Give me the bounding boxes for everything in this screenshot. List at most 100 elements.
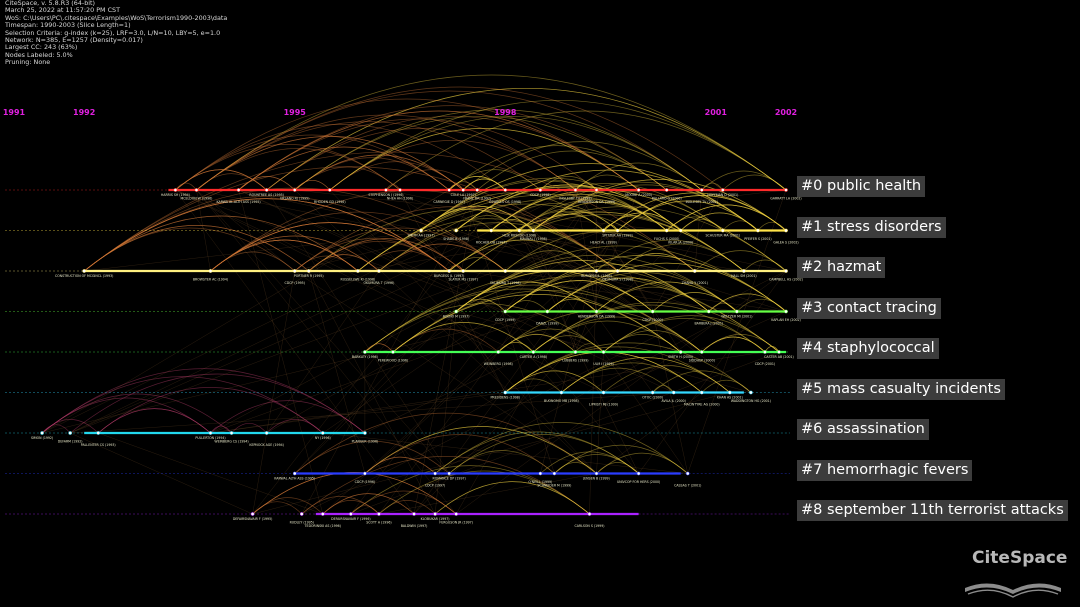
citation-node[interactable] bbox=[96, 431, 101, 435]
citation-node[interactable] bbox=[299, 512, 304, 516]
citation-node[interactable] bbox=[496, 350, 501, 354]
citation-node[interactable] bbox=[306, 269, 311, 273]
citation-node[interactable] bbox=[489, 228, 494, 233]
citation-node[interactable] bbox=[398, 188, 402, 192]
citation-node[interactable] bbox=[720, 228, 725, 233]
citation-node[interactable] bbox=[208, 269, 213, 273]
citation-node[interactable] bbox=[292, 188, 297, 192]
citation-node[interactable] bbox=[699, 390, 704, 395]
citation-node[interactable] bbox=[40, 431, 44, 435]
citation-node[interactable] bbox=[545, 309, 550, 314]
citation-node[interactable] bbox=[264, 431, 269, 435]
citation-node[interactable] bbox=[461, 269, 466, 273]
citation-node[interactable] bbox=[447, 188, 451, 192]
citation-node[interactable] bbox=[292, 269, 297, 273]
citation-node[interactable] bbox=[447, 269, 451, 273]
citation-node[interactable] bbox=[650, 309, 655, 314]
citation-node[interactable] bbox=[363, 431, 367, 435]
citation-node[interactable] bbox=[777, 350, 781, 354]
citation-node[interactable] bbox=[447, 471, 451, 476]
citation-node[interactable] bbox=[650, 390, 655, 395]
citation-node[interactable] bbox=[194, 188, 199, 192]
citation-node[interactable] bbox=[742, 269, 746, 273]
citation-node[interactable] bbox=[236, 188, 241, 192]
citation-node[interactable] bbox=[538, 471, 543, 476]
cluster-label[interactable]: #8 september 11th terrorist attacks bbox=[797, 500, 1068, 521]
citation-node[interactable] bbox=[594, 471, 599, 476]
citation-node[interactable] bbox=[363, 471, 367, 476]
citation-node[interactable] bbox=[615, 269, 620, 273]
cluster-label[interactable]: #5 mass casualty incidents bbox=[797, 378, 1005, 400]
cluster-label[interactable]: #0 public health bbox=[797, 176, 926, 197]
citation-node[interactable] bbox=[699, 350, 704, 354]
citation-node[interactable] bbox=[784, 188, 788, 192]
citation-node[interactable] bbox=[229, 431, 234, 435]
citation-node[interactable] bbox=[763, 350, 767, 354]
cluster-label[interactable]: #2 hazmat bbox=[797, 257, 886, 278]
citation-node[interactable] bbox=[503, 390, 508, 395]
citation-node[interactable] bbox=[601, 228, 606, 233]
citation-node[interactable] bbox=[461, 188, 466, 192]
citation-node[interactable] bbox=[454, 309, 458, 314]
citation-node[interactable] bbox=[503, 269, 508, 273]
citation-node[interactable] bbox=[538, 188, 543, 192]
citation-node[interactable] bbox=[664, 188, 669, 192]
citation-node[interactable] bbox=[173, 188, 178, 192]
citation-node[interactable] bbox=[356, 269, 360, 273]
citation-node[interactable] bbox=[685, 471, 690, 476]
citation-node[interactable] bbox=[692, 269, 697, 273]
citation-node[interactable] bbox=[475, 188, 480, 192]
citation-node[interactable] bbox=[327, 188, 332, 192]
citation-node[interactable] bbox=[377, 512, 381, 516]
citation-node[interactable] bbox=[531, 350, 536, 354]
citation-node[interactable] bbox=[735, 309, 739, 314]
citation-node[interactable] bbox=[636, 188, 641, 192]
citation-node[interactable] bbox=[517, 228, 522, 233]
citation-node[interactable] bbox=[552, 471, 557, 476]
citation-node[interactable] bbox=[454, 512, 458, 516]
citation-node[interactable] bbox=[784, 269, 788, 273]
citation-node[interactable] bbox=[419, 228, 423, 233]
citation-node[interactable] bbox=[671, 390, 676, 395]
cluster-label[interactable]: #3 contact tracing bbox=[797, 297, 941, 319]
cluster-label[interactable]: #6 assassination bbox=[797, 419, 929, 440]
citation-node[interactable] bbox=[433, 512, 437, 516]
citation-node[interactable] bbox=[594, 188, 599, 192]
cluster-label[interactable]: #4 staphylococcal bbox=[797, 338, 939, 359]
citation-node[interactable] bbox=[412, 512, 416, 516]
citation-node[interactable] bbox=[601, 390, 606, 395]
citation-node[interactable] bbox=[636, 471, 641, 476]
citation-node[interactable] bbox=[615, 228, 620, 233]
citation-node[interactable] bbox=[678, 350, 683, 354]
cluster-label[interactable]: #1 stress disorders bbox=[797, 216, 946, 238]
citation-node[interactable] bbox=[264, 188, 269, 192]
citation-node[interactable] bbox=[363, 350, 367, 354]
citation-node[interactable] bbox=[292, 471, 297, 476]
cluster-label[interactable]: #7 hemorrhagic fevers bbox=[797, 459, 973, 481]
citation-node[interactable] bbox=[82, 269, 87, 273]
citation-node[interactable] bbox=[503, 188, 508, 192]
citation-node[interactable] bbox=[250, 512, 255, 516]
citation-node[interactable] bbox=[68, 431, 72, 435]
citation-node[interactable] bbox=[208, 431, 213, 435]
citation-node[interactable] bbox=[454, 228, 458, 233]
citation-node[interactable] bbox=[559, 390, 564, 395]
citation-node[interactable] bbox=[678, 228, 683, 233]
citation-node[interactable] bbox=[587, 512, 592, 516]
citation-node[interactable] bbox=[699, 188, 704, 192]
citation-node[interactable] bbox=[503, 309, 508, 314]
citation-node[interactable] bbox=[728, 390, 732, 395]
citation-node[interactable] bbox=[320, 512, 325, 516]
citation-node[interactable] bbox=[384, 188, 388, 192]
citation-node[interactable] bbox=[756, 228, 760, 233]
citation-node[interactable] bbox=[349, 512, 353, 516]
citation-node[interactable] bbox=[320, 431, 325, 435]
citation-node[interactable] bbox=[531, 228, 536, 233]
citation-node[interactable] bbox=[784, 309, 788, 314]
citation-node[interactable] bbox=[601, 350, 606, 354]
citation-node[interactable] bbox=[706, 309, 711, 314]
citation-node[interactable] bbox=[749, 390, 753, 395]
citation-node[interactable] bbox=[573, 350, 578, 354]
citation-node[interactable] bbox=[594, 309, 599, 314]
citation-node[interactable] bbox=[433, 471, 437, 476]
